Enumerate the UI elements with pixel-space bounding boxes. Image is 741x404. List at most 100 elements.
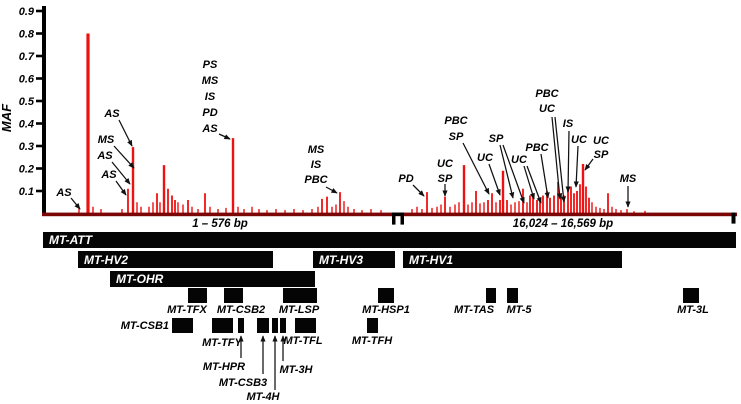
annotation-arrow bbox=[551, 116, 563, 200]
annotation-arrow bbox=[115, 180, 127, 196]
annotation-label-as: AS bbox=[55, 187, 72, 199]
annotation-label-sp: SP bbox=[449, 131, 464, 143]
track-box bbox=[507, 288, 518, 303]
y-tick-label: 0.3 bbox=[19, 141, 34, 153]
annotation-label-uc: UC bbox=[571, 134, 588, 146]
track-bar-label: MT-ATT bbox=[49, 233, 94, 247]
axis-break bbox=[392, 212, 404, 225]
track-mt-ohr: MT-OHR bbox=[110, 271, 315, 287]
track-box bbox=[486, 288, 496, 303]
annotation-arrow bbox=[584, 158, 594, 171]
y-tick-label: 0.5 bbox=[19, 96, 35, 108]
track-mt-5: MT-5 bbox=[506, 288, 532, 316]
annotation-arrow bbox=[565, 130, 571, 193]
annotation-arrow bbox=[325, 186, 338, 194]
track-box-label: MT-LSP bbox=[279, 304, 320, 316]
y-tick-label: 0.1 bbox=[19, 186, 34, 198]
annotation-label-pd: PD bbox=[202, 107, 217, 119]
annotation-sp: SP bbox=[489, 133, 525, 204]
annotation-label-uc: UC bbox=[511, 154, 528, 166]
annotation-label-ps: PS bbox=[203, 59, 218, 71]
track-box-label: MT-CSB3 bbox=[219, 377, 267, 389]
annotation-uc-sp: UC SP bbox=[584, 135, 610, 171]
annotation-arrow bbox=[526, 165, 542, 204]
annotation-ms: MS bbox=[98, 134, 135, 169]
track-bar bbox=[78, 251, 273, 268]
annotation-arrow bbox=[540, 153, 550, 199]
track-mt-tfh: MT-TFH bbox=[352, 318, 393, 347]
track-box bbox=[295, 318, 316, 333]
track-box bbox=[172, 318, 193, 333]
annotation-ps-ms-is-pd-as: PS MS IS PD AS bbox=[201, 59, 231, 140]
annotation-uc-sp: UC SP bbox=[437, 158, 454, 197]
annotation-uc: UC bbox=[571, 134, 588, 188]
track-mt-3l: MT-3L bbox=[677, 288, 709, 316]
annotation-arrow bbox=[488, 163, 501, 196]
x-segment-label-1: 1 – 576 bp bbox=[192, 218, 248, 230]
annotation-arrow bbox=[502, 144, 525, 204]
track-mt-hpr: MT-HPR bbox=[203, 318, 245, 373]
track-box-label: MT-3L bbox=[677, 304, 709, 316]
annotation-label-is: IS bbox=[311, 159, 322, 171]
track-box-label: MT-HSP1 bbox=[362, 304, 410, 316]
annotation-label-pbc: PBC bbox=[535, 88, 559, 100]
track-box bbox=[272, 318, 278, 333]
track-box-label: MT-TFX bbox=[167, 304, 207, 316]
annotation-label-ms: MS bbox=[202, 75, 219, 87]
track-box-label: MT-5 bbox=[506, 304, 532, 316]
track-bar bbox=[43, 232, 736, 248]
axis-break-left-bar bbox=[392, 212, 396, 225]
track-box-label: MT-HPR bbox=[203, 361, 245, 373]
annotation-label-ms: MS bbox=[308, 144, 325, 156]
annotation-arrow bbox=[499, 144, 515, 199]
annotation-label-uc: UC bbox=[539, 103, 556, 115]
track-box-label: MT-TAS bbox=[454, 304, 495, 316]
track-box bbox=[283, 288, 317, 303]
track-bar-label: MT-HV2 bbox=[84, 253, 128, 267]
track-bar-label: MT-OHR bbox=[116, 272, 164, 286]
track-box bbox=[188, 288, 207, 303]
annotation-label-is: IS bbox=[563, 118, 574, 130]
track-bar-label: MT-HV1 bbox=[409, 253, 453, 267]
track-box-label: MT-TFL bbox=[283, 335, 322, 347]
annotation-label-ms: MS bbox=[620, 173, 637, 185]
track-mt-csb2: MT-CSB2 bbox=[217, 288, 265, 316]
annotation-label-ms: MS bbox=[98, 134, 115, 146]
annotation-label-sp: SP bbox=[489, 133, 504, 145]
track-mt-lsp: MT-LSP bbox=[279, 288, 320, 316]
annotation-is: IS bbox=[563, 118, 574, 193]
track-bar bbox=[110, 271, 315, 287]
track-box bbox=[224, 288, 243, 303]
track-mt-hv2: MT-HV2 bbox=[78, 251, 273, 268]
track-box-label: MT-4H bbox=[247, 391, 281, 403]
x-segment-label-2: 16,024 – 16,569 bp bbox=[513, 218, 613, 230]
track-mt-csb3: MT-CSB3 bbox=[219, 318, 269, 389]
annotation-as: AS bbox=[100, 169, 127, 196]
track-mt-tfy: MT-TFY bbox=[202, 318, 244, 349]
annotation-pbc-sp: PBC SP bbox=[444, 115, 490, 195]
track-box-label: MT-CSB2 bbox=[217, 304, 265, 316]
track-box bbox=[257, 318, 269, 333]
annotation-ms-is-pbc: MS IS PBC bbox=[304, 144, 338, 194]
track-mt-csb1: MT-CSB1 bbox=[121, 318, 193, 333]
annotation-uc: UC bbox=[477, 152, 501, 196]
annotation-arrow bbox=[111, 161, 131, 185]
axis-break-right-bar bbox=[400, 212, 404, 225]
y-axis-title: MAF bbox=[0, 103, 14, 132]
annotation-uc: UC bbox=[511, 154, 542, 204]
y-tick-label: 0.6 bbox=[19, 74, 35, 86]
annotation-arrow bbox=[70, 197, 81, 210]
track-box bbox=[212, 318, 233, 333]
y-axis: 0.1 0.2 0.3 0.4 0.5 0.6 0.7 0.8 0.9 bbox=[19, 6, 46, 216]
annotation-label-as: AS bbox=[201, 123, 218, 135]
x-baseline bbox=[42, 212, 737, 217]
track-bar bbox=[313, 251, 395, 268]
track-box bbox=[378, 288, 394, 303]
annotation-arrow bbox=[218, 133, 231, 140]
track-mt-tas: MT-TAS bbox=[454, 288, 496, 316]
track-box-label: MT-3H bbox=[280, 364, 314, 376]
annotation-as: AS bbox=[55, 187, 81, 210]
y-tick-label: 0.4 bbox=[19, 119, 34, 131]
